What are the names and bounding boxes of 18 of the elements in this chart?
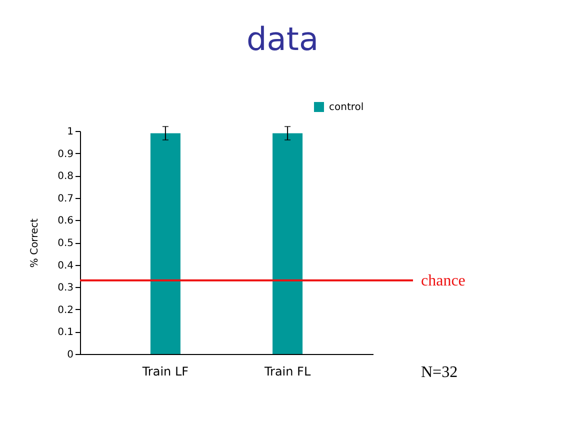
- ref-line-label: chance: [421, 272, 466, 290]
- y-tick-label: 0.3: [58, 282, 74, 294]
- y-tick-label: 0.5: [58, 238, 74, 249]
- x-tick-label: Train FL: [263, 364, 311, 378]
- y-tick-label: 0.6: [58, 216, 74, 227]
- legend-label: control: [329, 102, 364, 113]
- text: N=32: [421, 364, 458, 381]
- y-tick-label: 1: [67, 126, 74, 138]
- y-tick-label: 0.4: [58, 260, 74, 272]
- y-tick-label: 0.8: [58, 171, 74, 182]
- y-tick-label: 0.2: [58, 304, 74, 316]
- y-axis-title: % Correct: [30, 218, 41, 268]
- y-tick-label: 0.7: [58, 193, 74, 204]
- y-tick-label: 0.9: [58, 148, 74, 160]
- y-tick-label: 0: [67, 350, 74, 360]
- x-tick-label: Train LF: [141, 364, 189, 378]
- y-tick-label: 0.1: [58, 327, 74, 338]
- chart-title: data: [246, 20, 319, 58]
